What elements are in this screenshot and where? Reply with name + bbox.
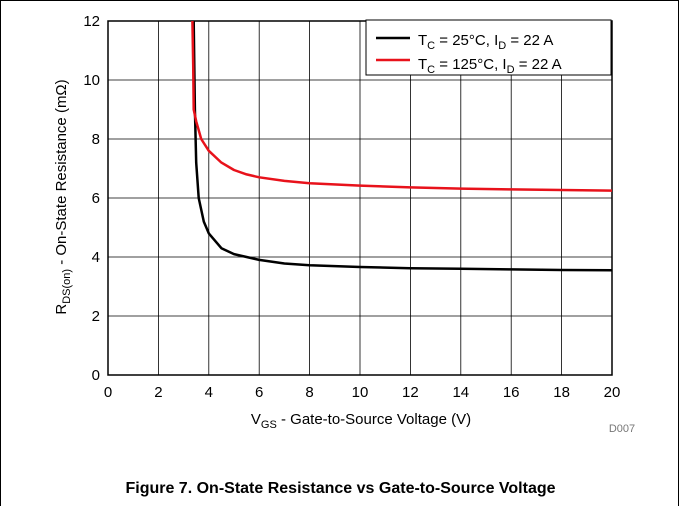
plot-area-border (107, 20, 613, 376)
y-tick-label: 10 (83, 72, 100, 89)
series-lines (191, 20, 613, 272)
y-tick-labels: 0 2 4 6 8 10 12 (83, 13, 100, 384)
x-tick-label: 0 (104, 384, 112, 401)
y-tick-label: 4 (92, 249, 100, 266)
x-tick-label: 16 (503, 384, 520, 401)
y-tick-label: 8 (92, 131, 100, 148)
y-tick-label: 6 (92, 190, 100, 207)
x-tick-label: 20 (604, 384, 621, 401)
x-tick-label: 2 (154, 384, 162, 401)
x-tick-label: 12 (402, 384, 419, 401)
legend: TC = 25°C, ID = 22 A TC = 125°C, ID = 22… (365, 19, 612, 76)
legend-box (365, 19, 612, 76)
y-tick-label: 12 (83, 13, 100, 30)
series-line-2 (191, 20, 613, 192)
document-id: D007 (609, 423, 635, 435)
x-tick-label: 8 (305, 384, 313, 401)
y-tick-label: 0 (92, 367, 100, 384)
y-axis-title: RDS(on) - On-State Resistance (mΩ) (53, 79, 73, 314)
legend-label-series-2: TC = 125°C, ID = 22 A (418, 56, 562, 76)
series-line-1 (192, 20, 613, 272)
x-axis-title: VGS - Gate-to-Source Voltage (V) (251, 411, 471, 431)
legend-label-series-1: TC = 25°C, ID = 22 A (418, 32, 553, 52)
x-tick-label: 6 (255, 384, 263, 401)
x-tick-label: 18 (553, 384, 570, 401)
x-tick-label: 14 (452, 384, 469, 401)
y-tick-label: 2 (92, 308, 100, 325)
x-tick-labels: 0 2 4 6 8 10 12 14 16 18 20 (104, 384, 621, 401)
figure-caption: Figure 7. On-State Resistance vs Gate-to… (125, 480, 556, 497)
x-tick-label: 4 (205, 384, 213, 401)
x-tick-label: 10 (352, 384, 369, 401)
